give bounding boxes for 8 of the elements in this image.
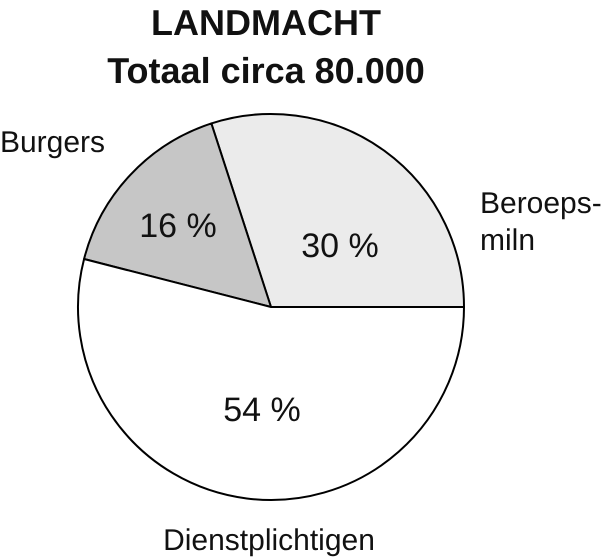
slice-label: Beroeps-miln: [480, 187, 602, 257]
slice-label: Dienstplichtigen: [163, 524, 375, 557]
slice-label: Burgers: [0, 126, 105, 159]
chart-title: LANDMACHT: [151, 2, 381, 43]
chart-subtitle: Totaal circa 80.000: [107, 50, 425, 91]
data-label: 30 %: [301, 227, 379, 265]
data-label: 16 %: [139, 207, 217, 245]
data-label: 54 %: [223, 391, 301, 429]
